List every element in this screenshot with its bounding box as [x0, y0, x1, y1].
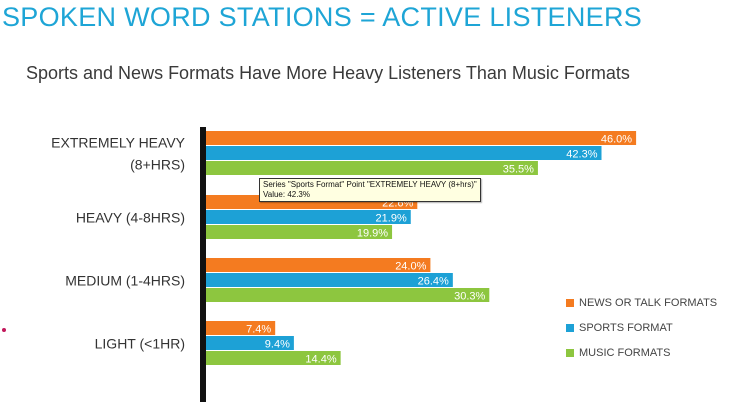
category-label: HEAVY (4-8HRS): [76, 210, 185, 226]
legend-swatch-news: [566, 299, 574, 307]
bar-value-label: 46.0%: [601, 134, 632, 146]
bar-sports[interactable]: [206, 146, 602, 160]
category-label: MEDIUM (1-4HRS): [65, 273, 185, 289]
decorative-dot: [2, 328, 6, 332]
bar-news[interactable]: [206, 258, 431, 272]
bar-music[interactable]: [206, 225, 393, 239]
bar-value-label: 26.4%: [418, 276, 449, 288]
bar-sports[interactable]: [206, 336, 294, 350]
bar-value-label: 19.9%: [357, 228, 388, 240]
bar-value-label: 35.5%: [503, 164, 534, 176]
tooltip-value-line: Value: 42.3%: [263, 190, 310, 199]
legend-label-sports: SPORTS FORMAT: [579, 322, 673, 334]
page-title: SPOKEN WORD STATIONS = ACTIVE LISTENERS: [2, 2, 643, 32]
bar-value-label: 42.3%: [566, 149, 597, 161]
bar-value-label: 14.4%: [305, 354, 336, 366]
chart-subtitle: Sports and News Formats Have More Heavy …: [26, 63, 630, 83]
category-label: LIGHT (<1HR): [95, 336, 185, 352]
bar-value-label: 21.9%: [376, 213, 407, 225]
legend-item-music[interactable]: MUSIC FORMATS: [566, 346, 717, 360]
data-point-tooltip: Series "Sports Format" Point "EXTREMELY …: [259, 178, 481, 202]
legend-label-music: MUSIC FORMATS: [579, 347, 671, 359]
legend-label-news: NEWS OR TALK FORMATS: [579, 297, 718, 309]
bar-value-label: 7.4%: [246, 324, 271, 336]
bar-music[interactable]: [206, 351, 341, 365]
bar-news[interactable]: [206, 131, 637, 145]
bar-value-label: 24.0%: [395, 261, 426, 273]
bar-value-label: 30.3%: [454, 291, 485, 303]
tooltip-series-line: Series "Sports Format" Point "EXTREMELY …: [263, 180, 477, 189]
category-axis: [200, 127, 206, 402]
bar-value-label: 9.4%: [265, 339, 290, 351]
category-label: EXTREMELY HEAVY (8+HRS): [51, 135, 185, 173]
legend-item-news[interactable]: NEWS OR TALK FORMATS: [566, 296, 717, 310]
bar-music[interactable]: [206, 161, 538, 175]
legend-item-sports[interactable]: SPORTS FORMAT: [566, 321, 717, 335]
bar-news[interactable]: [206, 321, 276, 335]
bar-music[interactable]: [206, 288, 490, 302]
legend-swatch-music: [566, 349, 574, 357]
chart-legend: NEWS OR TALK FORMATS SPORTS FORMAT MUSIC…: [566, 296, 717, 371]
bar-sports[interactable]: [206, 273, 453, 287]
bar-sports[interactable]: [206, 210, 411, 224]
legend-swatch-sports: [566, 324, 574, 332]
